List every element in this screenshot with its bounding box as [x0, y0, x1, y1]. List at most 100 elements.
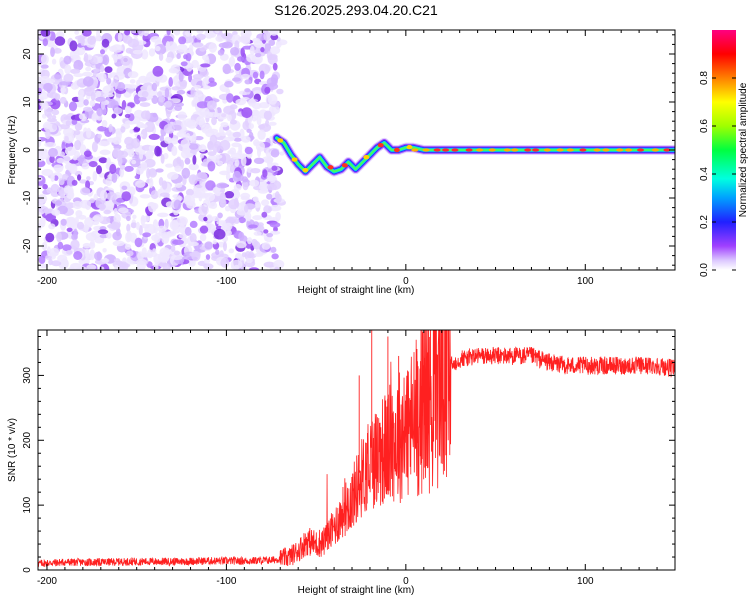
noise-blob — [113, 213, 121, 224]
noise-blob — [117, 156, 123, 167]
noise-blob — [271, 105, 280, 115]
noise-blob — [228, 56, 236, 67]
snr-x-tick-label: 0 — [403, 576, 409, 587]
noise-blob — [215, 249, 220, 255]
noise-blob — [248, 123, 254, 130]
noise-blob — [212, 143, 221, 153]
noise-blob — [166, 30, 171, 36]
noise-blob — [49, 98, 61, 110]
noise-blob — [91, 141, 98, 153]
noise-blob — [83, 99, 89, 106]
noise-blob — [209, 201, 218, 209]
noise-blob — [232, 170, 242, 182]
noise-blob — [74, 123, 83, 131]
noise-blob — [55, 200, 62, 206]
noise-blob — [116, 227, 121, 237]
noise-blob — [137, 251, 144, 261]
snr-panel: -200 -100 0 100 0 100 200 300 Height of straig… — [7, 329, 676, 596]
noise-blob — [219, 192, 226, 204]
noise-blob — [73, 130, 81, 136]
noise-blob — [228, 199, 240, 210]
noise-blob — [199, 233, 207, 242]
snr-x-tick-label: 100 — [577, 576, 594, 587]
noise-blob — [124, 165, 134, 172]
noise-blob — [100, 49, 105, 55]
noise-blob — [144, 77, 156, 83]
noise-blob — [177, 44, 188, 53]
noise-blob — [257, 129, 266, 140]
noise-blob — [136, 258, 148, 265]
noise-blob — [178, 234, 187, 239]
noise-blob — [248, 98, 257, 107]
spectrogram-x-tick-label: -100 — [216, 276, 236, 287]
noise-blob — [97, 133, 102, 139]
noise-blob — [60, 218, 67, 226]
ridge-peak — [524, 148, 532, 152]
noise-blob — [127, 38, 139, 48]
noise-blob — [101, 258, 110, 263]
noise-blob — [142, 232, 152, 238]
noise-blob — [96, 107, 103, 117]
noise-blob — [252, 139, 260, 147]
ridge-peak — [377, 143, 384, 148]
noise-blob — [232, 77, 241, 82]
noise-blob — [148, 168, 158, 178]
noise-blob — [200, 63, 211, 68]
noise-blob — [119, 167, 125, 178]
noise-blob — [152, 65, 164, 77]
noise-blob — [212, 186, 221, 194]
noise-blob — [217, 49, 225, 56]
noise-blob — [208, 128, 219, 134]
noise-blob — [141, 91, 149, 98]
noise-blob — [38, 87, 42, 95]
noise-blob — [83, 52, 89, 63]
ridge-peak — [393, 147, 400, 153]
noise-blob — [51, 58, 57, 65]
snr-y-tick-label: 100 — [22, 496, 33, 513]
noise-blob — [261, 211, 268, 218]
snr-y-label: SNR (10 * v/v) — [7, 418, 18, 482]
noise-blob — [159, 135, 164, 142]
ridge-peak — [651, 148, 659, 152]
noise-blob — [188, 163, 199, 171]
noise-blob — [45, 255, 52, 260]
noise-blob — [53, 47, 62, 54]
noise-blob — [51, 260, 62, 267]
noise-blob — [50, 47, 55, 58]
noise-blob — [185, 32, 191, 37]
noise-blob — [111, 173, 118, 183]
noise-blob — [208, 42, 217, 53]
noise-blob — [268, 175, 276, 184]
noise-blob — [159, 247, 171, 258]
noise-blob — [97, 125, 107, 132]
noise-blob — [173, 199, 182, 210]
noise-blob — [224, 81, 234, 88]
noise-blob — [253, 157, 265, 164]
ridge-peak — [422, 148, 430, 152]
colorbar-tick-label: 0.8 — [699, 71, 710, 85]
noise-blob — [264, 86, 271, 94]
noise-blob — [174, 183, 183, 189]
noise-blob — [140, 215, 151, 223]
noise-blob — [199, 225, 209, 234]
ridge-peak — [625, 148, 633, 152]
noise-blob — [120, 126, 126, 133]
noise-blob — [43, 82, 53, 92]
noise-blob — [171, 86, 181, 91]
noise-blob — [95, 97, 106, 102]
noise-blob — [54, 72, 62, 80]
noise-blob — [267, 160, 273, 169]
noise-blob — [101, 120, 108, 128]
noise-blob — [98, 140, 110, 147]
noise-blob — [73, 251, 83, 260]
noise-blob — [84, 248, 90, 258]
noise-blob — [176, 89, 186, 95]
noise-blob — [154, 145, 162, 157]
noise-blob — [198, 144, 207, 153]
noise-blob — [102, 54, 110, 66]
noise-blob — [249, 179, 260, 187]
noise-blob — [113, 208, 119, 215]
ridge-peak — [327, 165, 334, 170]
noise-blob — [186, 119, 198, 129]
noise-blob — [247, 237, 253, 245]
